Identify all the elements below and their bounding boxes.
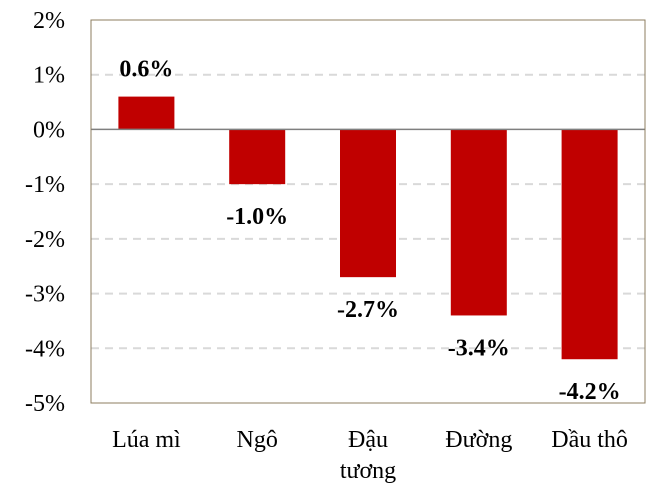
bar	[561, 129, 618, 360]
y-tick-label: -3%	[25, 282, 65, 308]
y-tick-label: 0%	[33, 117, 65, 143]
y-tick-label: -1%	[25, 172, 65, 198]
y-tick-label: -4%	[25, 336, 65, 362]
y-tick-labels: 2% 1% 0% -1% -2% -3% -4% -5%	[25, 8, 65, 417]
data-label: -3.4%	[448, 335, 510, 361]
bar	[450, 129, 507, 316]
x-tick-labels: Lúa mì Ngô Đậu tương Đường Dầu thô	[112, 427, 628, 484]
y-tick-label: 1%	[33, 63, 65, 89]
data-label: -1.0%	[226, 204, 288, 230]
x-tick-label: Đậu	[348, 427, 388, 453]
axes	[90, 19, 646, 404]
plot-border	[90, 19, 646, 404]
bars	[118, 96, 618, 360]
bar	[229, 129, 286, 185]
y-tick-label: -5%	[25, 391, 65, 417]
data-label: -2.7%	[337, 297, 399, 323]
bar	[118, 96, 175, 130]
x-tick-label: Dầu thô	[551, 427, 628, 453]
x-tick-label: tương	[340, 458, 396, 484]
y-tick-label: 2%	[33, 8, 65, 34]
x-tick-label: Lúa mì	[112, 427, 181, 453]
data-label: -4.2%	[559, 379, 621, 405]
data-labels: 0.6% -1.0% -2.7% -3.4% -4.2%	[119, 57, 620, 406]
x-tick-label: Ngô	[237, 427, 278, 453]
bar	[340, 129, 396, 278]
x-tick-label: Đường	[445, 427, 512, 453]
y-tick-label: -2%	[25, 227, 65, 253]
data-label: 0.6%	[119, 57, 173, 83]
